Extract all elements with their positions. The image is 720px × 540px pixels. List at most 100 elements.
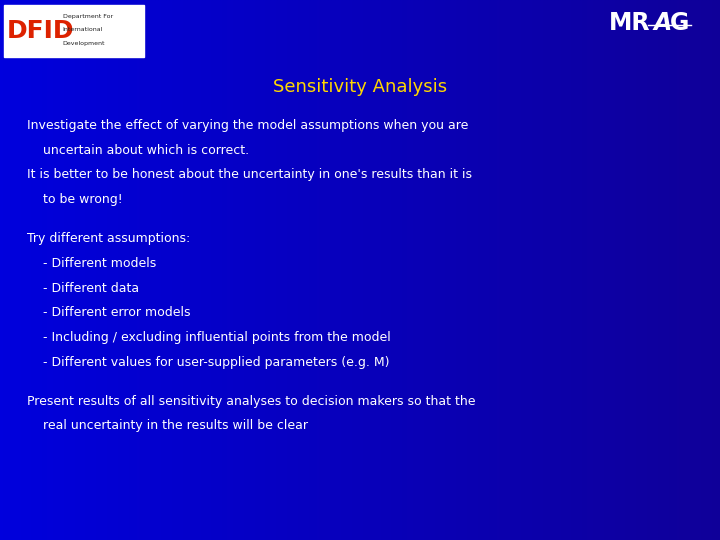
Text: G: G [670, 11, 689, 35]
Bar [166, 0, 169, 540]
Bar [450, 0, 454, 540]
Bar [500, 0, 504, 540]
Bar [421, 0, 425, 540]
Bar [220, 0, 223, 540]
Bar [270, 0, 274, 540]
Bar [252, 0, 256, 540]
Bar [313, 0, 317, 540]
Text: DFID: DFID [7, 19, 75, 43]
Bar [338, 0, 342, 540]
Bar [713, 0, 716, 540]
Bar [533, 0, 536, 540]
Bar [155, 0, 158, 540]
Bar [454, 0, 457, 540]
Text: A: A [653, 11, 671, 35]
Bar [655, 0, 659, 540]
Bar [392, 0, 396, 540]
Bar [7, 0, 11, 540]
Bar [277, 0, 281, 540]
Bar [425, 0, 428, 540]
Bar [644, 0, 648, 540]
Bar [619, 0, 623, 540]
Bar [36, 0, 40, 540]
Bar [439, 0, 443, 540]
Bar [288, 0, 292, 540]
Bar [493, 0, 497, 540]
Bar [187, 0, 191, 540]
Bar [54, 0, 58, 540]
Bar [58, 0, 61, 540]
Bar [245, 0, 248, 540]
Bar [594, 0, 598, 540]
Bar [302, 0, 306, 540]
Bar [346, 0, 349, 540]
Bar [65, 0, 68, 540]
Bar [605, 0, 608, 540]
Bar [104, 0, 108, 540]
Bar [716, 0, 720, 540]
Bar [407, 0, 410, 540]
Bar [18, 0, 22, 540]
Bar [205, 0, 209, 540]
Bar [115, 0, 119, 540]
Bar [400, 0, 403, 540]
Bar [428, 0, 432, 540]
Bar [630, 0, 634, 540]
Bar [457, 0, 461, 540]
Bar [238, 0, 241, 540]
Bar [464, 0, 468, 540]
Bar [608, 0, 612, 540]
Bar [680, 0, 684, 540]
Bar [709, 0, 713, 540]
Bar [367, 0, 371, 540]
Bar [349, 0, 353, 540]
Bar [112, 0, 115, 540]
Bar [209, 0, 212, 540]
Bar [374, 0, 378, 540]
Bar [612, 0, 616, 540]
Bar [169, 0, 173, 540]
Bar [176, 0, 180, 540]
FancyBboxPatch shape [4, 5, 144, 57]
Bar [191, 0, 194, 540]
Bar [76, 0, 79, 540]
Bar [475, 0, 479, 540]
Bar [223, 0, 227, 540]
Bar [598, 0, 601, 540]
Text: - Different error models: - Different error models [27, 306, 191, 319]
Bar [320, 0, 324, 540]
Bar [536, 0, 540, 540]
Bar [706, 0, 709, 540]
Text: uncertain about which is correct.: uncertain about which is correct. [27, 144, 250, 157]
Bar [504, 0, 508, 540]
Bar [335, 0, 338, 540]
Text: - Including / excluding influential points from the model: - Including / excluding influential poin… [27, 331, 391, 344]
Bar [40, 0, 43, 540]
Bar [486, 0, 490, 540]
Bar [565, 0, 569, 540]
Text: Investigate the effect of varying the model assumptions when you are: Investigate the effect of varying the mo… [27, 119, 469, 132]
Bar [79, 0, 83, 540]
Text: International: International [63, 27, 103, 32]
Text: Try different assumptions:: Try different assumptions: [27, 232, 191, 245]
Bar [292, 0, 295, 540]
Bar [248, 0, 252, 540]
Bar [515, 0, 518, 540]
Text: It is better to be honest about the uncertainty in one's results than it is: It is better to be honest about the unce… [27, 168, 472, 181]
Bar [554, 0, 558, 540]
Bar [522, 0, 526, 540]
Bar [601, 0, 605, 540]
Bar [281, 0, 284, 540]
Bar [43, 0, 47, 540]
Bar [436, 0, 439, 540]
Bar [11, 0, 14, 540]
Bar [580, 0, 583, 540]
Bar [572, 0, 576, 540]
Bar [418, 0, 421, 540]
Bar [659, 0, 662, 540]
Bar [497, 0, 500, 540]
Bar [94, 0, 97, 540]
Bar [547, 0, 551, 540]
Text: - Different data: - Different data [27, 281, 140, 294]
Bar [306, 0, 310, 540]
